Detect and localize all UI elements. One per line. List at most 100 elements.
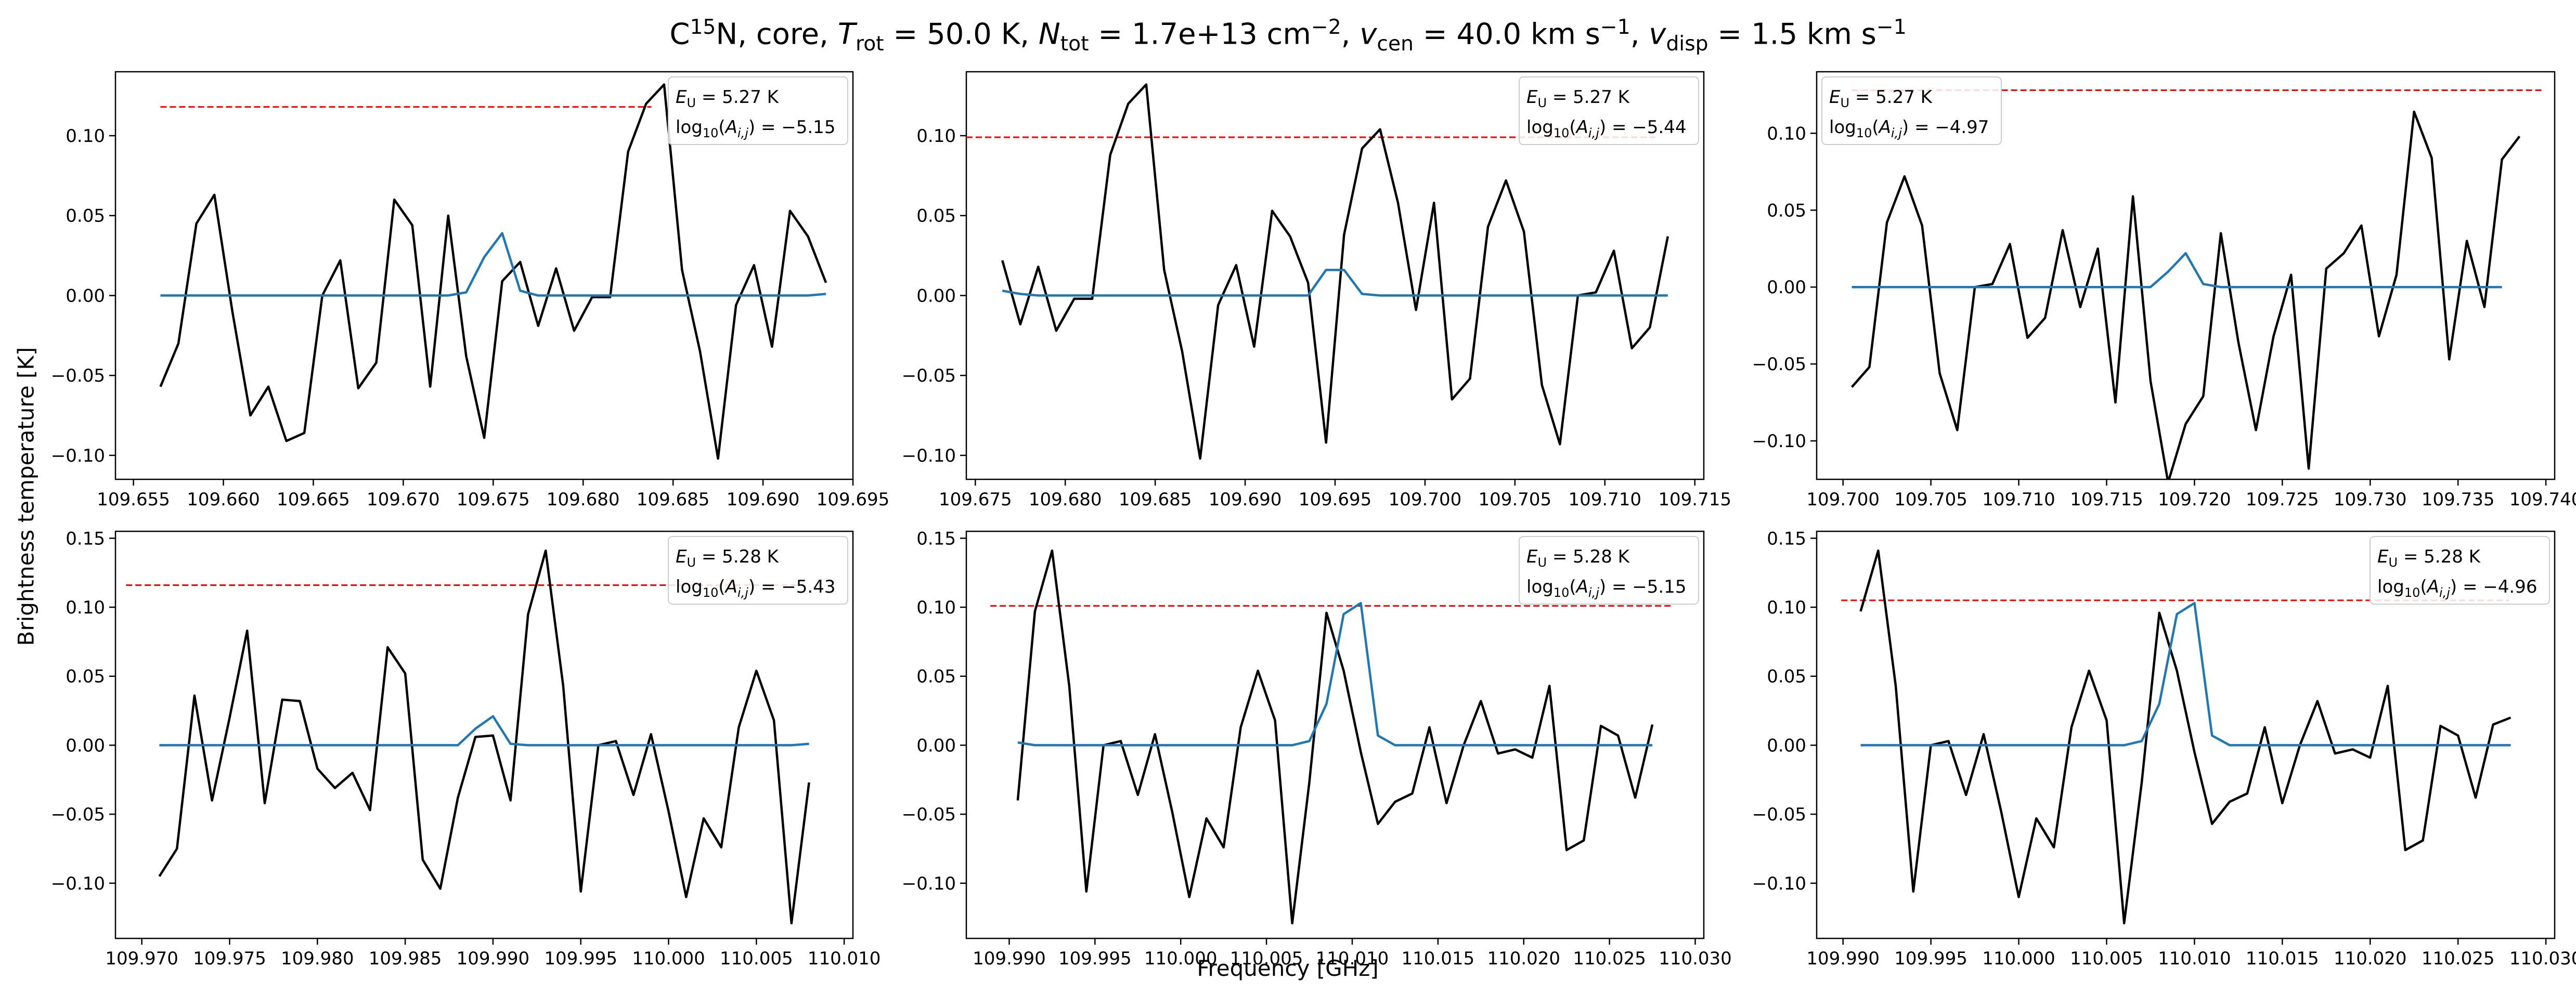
x-tick-label: 109.685 [637,489,710,510]
model-spectrum-line [1002,268,1668,297]
y-tick-label: 0.00 [1767,277,1806,298]
observed-spectrum-line [1016,549,1654,925]
x-tick-label: 109.995 [1058,948,1132,969]
x-tick-label: 109.680 [1029,489,1102,510]
x-tick-label: 110.005 [2070,948,2143,969]
x-tick-label: 110.010 [2158,948,2231,969]
x-tick-label: 109.740 [2509,489,2576,510]
eu-annotation: EU = 5.27 K [676,87,780,110]
axes-frame [1816,71,2556,480]
observed-spectrum-line [1850,110,2521,479]
x-tick-label: 110.000 [1982,948,2055,969]
x-tick-label: 110.025 [2422,948,2495,969]
x-tick-label: 109.990 [1806,948,1880,969]
y-tick-label: 0.10 [1767,123,1806,144]
x-tick-label: 109.675 [457,489,530,510]
x-tick-label: 109.665 [277,489,350,510]
log-a-annotation: log10(Ai,j) = −4.97 [1829,117,1989,140]
y-tick-label: 0.00 [916,285,956,306]
y-tick-label: 0.10 [1767,597,1806,618]
subplot-bottom-center: 109.990 109.995 110.000 110.005 110.010 110.0… [902,528,1732,969]
y-tick-label: −0.05 [1752,354,1806,375]
model-spectrum-line [159,715,809,747]
x-tick-label: 110.010 [808,948,881,969]
y-tick-label: 0.05 [66,206,105,227]
y-tick-label: 0.15 [66,528,105,549]
series-group [126,549,810,925]
x-tick-label: 110.000 [632,948,705,969]
x-tick-label: 110.025 [1573,948,1646,969]
x-tick-label: 110.015 [1402,948,1475,969]
axes-frame [965,530,1705,939]
y-tick-label: −0.10 [1752,873,1806,894]
x-tick-label: 109.705 [1894,489,1967,510]
x-axis-label: Frequency [GHz] [1197,956,1379,981]
eu-annotation: EU = 5.27 K [1526,87,1630,110]
x-tick-label: 109.725 [2246,489,2319,510]
series-group [1850,89,2543,479]
log-a-annotation: log10(Ai,j) = −4.96 [2377,577,2537,600]
subplot-bottom-left: 109.970 109.975 109.980 109.985 109.990 109.9… [51,528,881,969]
x-tick-label: 110.030 [1659,948,1732,969]
x-tick-label: 110.030 [2509,948,2576,969]
x-tick-label: 109.705 [1479,489,1552,510]
series-group [159,83,827,460]
x-tick-label: 109.990 [973,948,1046,969]
y-tick-label: −0.05 [902,365,956,386]
x-tick-label: 110.020 [2334,948,2407,969]
subplot-top-right: 109.700 109.705 109.710 109.715 109.720 109.7… [1752,71,2576,510]
x-tick-label: 109.715 [2070,489,2143,510]
y-tick-label: 0.10 [916,597,956,618]
x-tick-label: 109.690 [1209,489,1282,510]
x-tick-label: 109.660 [187,489,260,510]
x-tick-label: 110.005 [720,948,793,969]
annotation-box: EU = 5.28 K log10(Ai,j) = −5.15 [1519,536,1699,605]
y-tick-label: 0.10 [66,597,105,618]
annotation-box: EU = 5.28 K log10(Ai,j) = −5.43 [668,536,848,605]
y-tick-label: −0.10 [902,446,956,466]
x-tick-label: 109.735 [2422,489,2495,510]
series-group [1841,549,2512,925]
y-tick-label: −0.10 [1752,431,1806,452]
model-spectrum-line [1852,252,2502,289]
observed-spectrum-line [159,83,827,460]
annotation-frame [1519,536,1699,605]
y-tick-label: 0.00 [1767,735,1806,756]
y-tick-label: −0.10 [902,873,956,894]
y-tick-label: 0.15 [1767,528,1806,549]
subplot-top-center: 109.675 109.680 109.685 109.690 109.695 109.7… [902,71,1731,510]
y-tick-label: −0.10 [51,873,105,894]
log-a-annotation: log10(Ai,j) = −5.15 [1526,577,1686,600]
x-tick-label: 109.670 [367,489,440,510]
x-tick-label: 109.700 [1806,489,1880,510]
x-tick-label: 109.720 [2158,489,2231,510]
y-tick-label: −0.05 [51,804,105,825]
annotation-box: EU = 5.27 K log10(Ai,j) = −4.97 [1821,76,2002,145]
axes-frame [114,71,854,480]
x-tick-label: 109.695 [1299,489,1372,510]
annotation-frame [1519,76,1699,145]
x-tick-label: 110.000 [1144,948,1218,969]
annotation-box: EU = 5.28 K log10(Ai,j) = −4.96 [2370,536,2550,605]
x-tick-label: 109.655 [97,489,170,510]
x-tick-label: 109.985 [369,948,442,969]
y-tick-label: −0.05 [902,804,956,825]
y-tick-label: −0.10 [51,446,105,466]
eu-annotation: EU = 5.28 K [2377,546,2481,570]
y-tick-label: 0.05 [916,667,956,687]
axes-frame [1816,530,2556,939]
x-tick-label: 109.980 [281,948,354,969]
x-tick-label: 109.970 [105,948,178,969]
annotation-frame [2370,536,2550,605]
observed-spectrum-line [158,549,810,925]
x-tick-label: 109.715 [1658,489,1731,510]
x-tick-label: 109.695 [817,489,890,510]
x-tick-label: 109.700 [1389,489,1462,510]
log-a-annotation: log10(Ai,j) = −5.44 [1526,117,1686,140]
observed-spectrum-line [1859,549,2512,925]
x-tick-label: 109.975 [193,948,266,969]
y-tick-label: 0.05 [1767,667,1806,687]
observed-spectrum-line [1001,83,1669,460]
x-tick-label: 109.690 [727,489,800,510]
